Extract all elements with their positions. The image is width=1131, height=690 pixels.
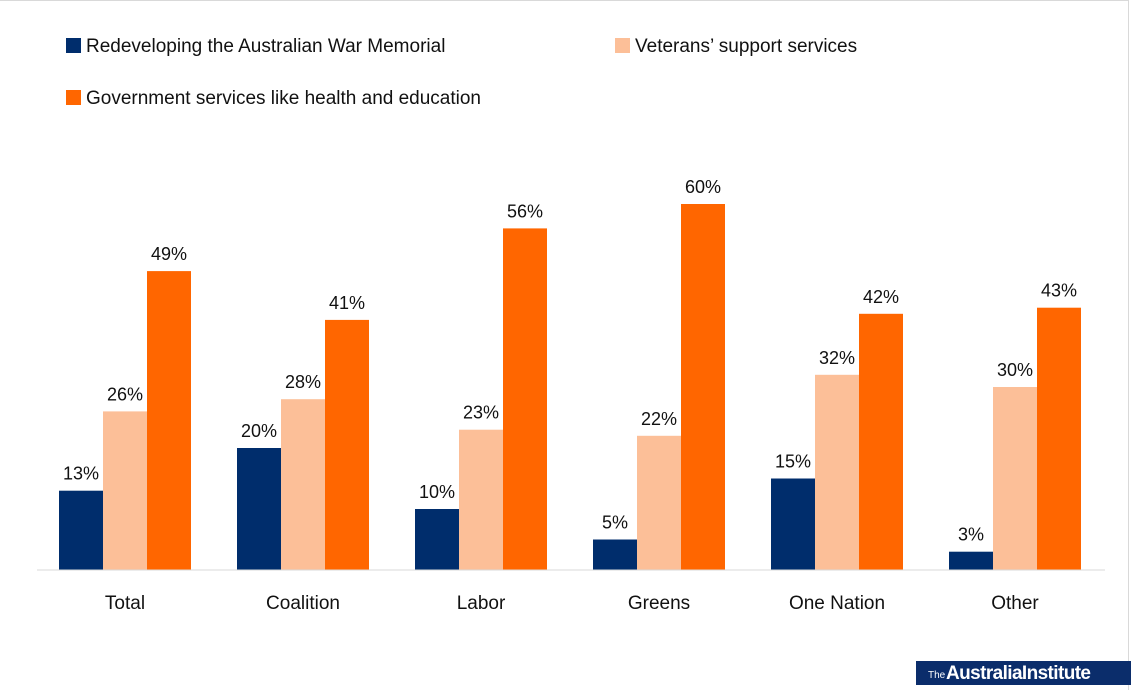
x-axis-ticks: Total Coalition Labor Greens One Nation Other: [105, 593, 1039, 614]
x-tick-other: Other: [991, 593, 1039, 614]
bar-coalition-series-2: [281, 399, 325, 570]
data-label-labor-series-3: 56%: [507, 201, 543, 221]
svg-text:The: The: [928, 670, 946, 681]
legend-label-2: Veterans’ support services: [635, 36, 857, 57]
x-tick-labor: Labor: [457, 593, 506, 614]
x-tick-total: Total: [105, 593, 145, 614]
x-tick-greens: Greens: [628, 593, 690, 614]
data-label-one-nation-series-3: 42%: [863, 287, 899, 307]
bar-greens-series-2: [637, 435, 681, 570]
bar-one-nation-series-1: [771, 478, 815, 570]
legend-label-3: Government services like health and educ…: [86, 88, 481, 109]
australia-institute-logo: The AustraliaInstitute: [916, 661, 1131, 685]
bar-other-series-2: [993, 387, 1037, 570]
bar-labor-series-1: [415, 509, 459, 570]
bars: [59, 204, 1081, 570]
legend: Redeveloping the Australian War Memorial…: [66, 36, 857, 109]
bar-greens-series-1: [593, 539, 637, 570]
bar-total-series-2: [103, 411, 147, 570]
data-label-greens-series-1: 5%: [602, 513, 628, 533]
data-label-one-nation-series-2: 32%: [819, 348, 855, 368]
legend-swatch-3: [66, 90, 81, 105]
data-label-other-series-1: 3%: [958, 525, 984, 545]
data-label-total-series-1: 13%: [63, 464, 99, 484]
data-label-coalition-series-1: 20%: [241, 421, 277, 441]
data-label-total-series-3: 49%: [151, 244, 187, 264]
data-label-greens-series-3: 60%: [685, 177, 721, 197]
bar-greens-series-3: [681, 204, 725, 570]
data-label-coalition-series-2: 28%: [285, 372, 321, 392]
bar-other-series-1: [949, 551, 993, 570]
bar-coalition-series-1: [237, 448, 281, 570]
bar-total-series-1: [59, 490, 103, 570]
bar-coalition-series-3: [325, 319, 369, 570]
data-label-coalition-series-3: 41%: [329, 293, 365, 313]
bar-total-series-3: [147, 271, 191, 570]
bar-one-nation-series-3: [859, 313, 903, 570]
data-labels: 13% 26% 49% 20% 28% 41% 10% 23% 56% 5% 22% 60% 15% 32…: [63, 177, 1077, 545]
data-label-labor-series-1: 10%: [419, 482, 455, 502]
legend-label-1: Redeveloping the Australian War Memorial: [86, 36, 445, 57]
bar-other-series-3: [1037, 307, 1081, 570]
data-label-labor-series-2: 23%: [463, 403, 499, 423]
data-label-total-series-2: 26%: [107, 384, 143, 404]
bar-labor-series-2: [459, 429, 503, 570]
x-tick-one-nation: One Nation: [789, 593, 885, 614]
svg-text:AustraliaInstitute: AustraliaInstitute: [946, 663, 1090, 684]
legend-swatch-2: [615, 38, 630, 53]
x-tick-coalition: Coalition: [266, 593, 340, 614]
bar-labor-series-3: [503, 228, 547, 570]
bar-one-nation-series-2: [815, 374, 859, 570]
logo-mark: The AustraliaInstitute: [928, 663, 1091, 684]
data-label-other-series-3: 43%: [1041, 281, 1077, 301]
legend-swatch-1: [66, 38, 81, 53]
data-label-one-nation-series-1: 15%: [775, 452, 811, 472]
data-label-other-series-2: 30%: [997, 360, 1033, 380]
data-label-greens-series-2: 22%: [641, 409, 677, 429]
